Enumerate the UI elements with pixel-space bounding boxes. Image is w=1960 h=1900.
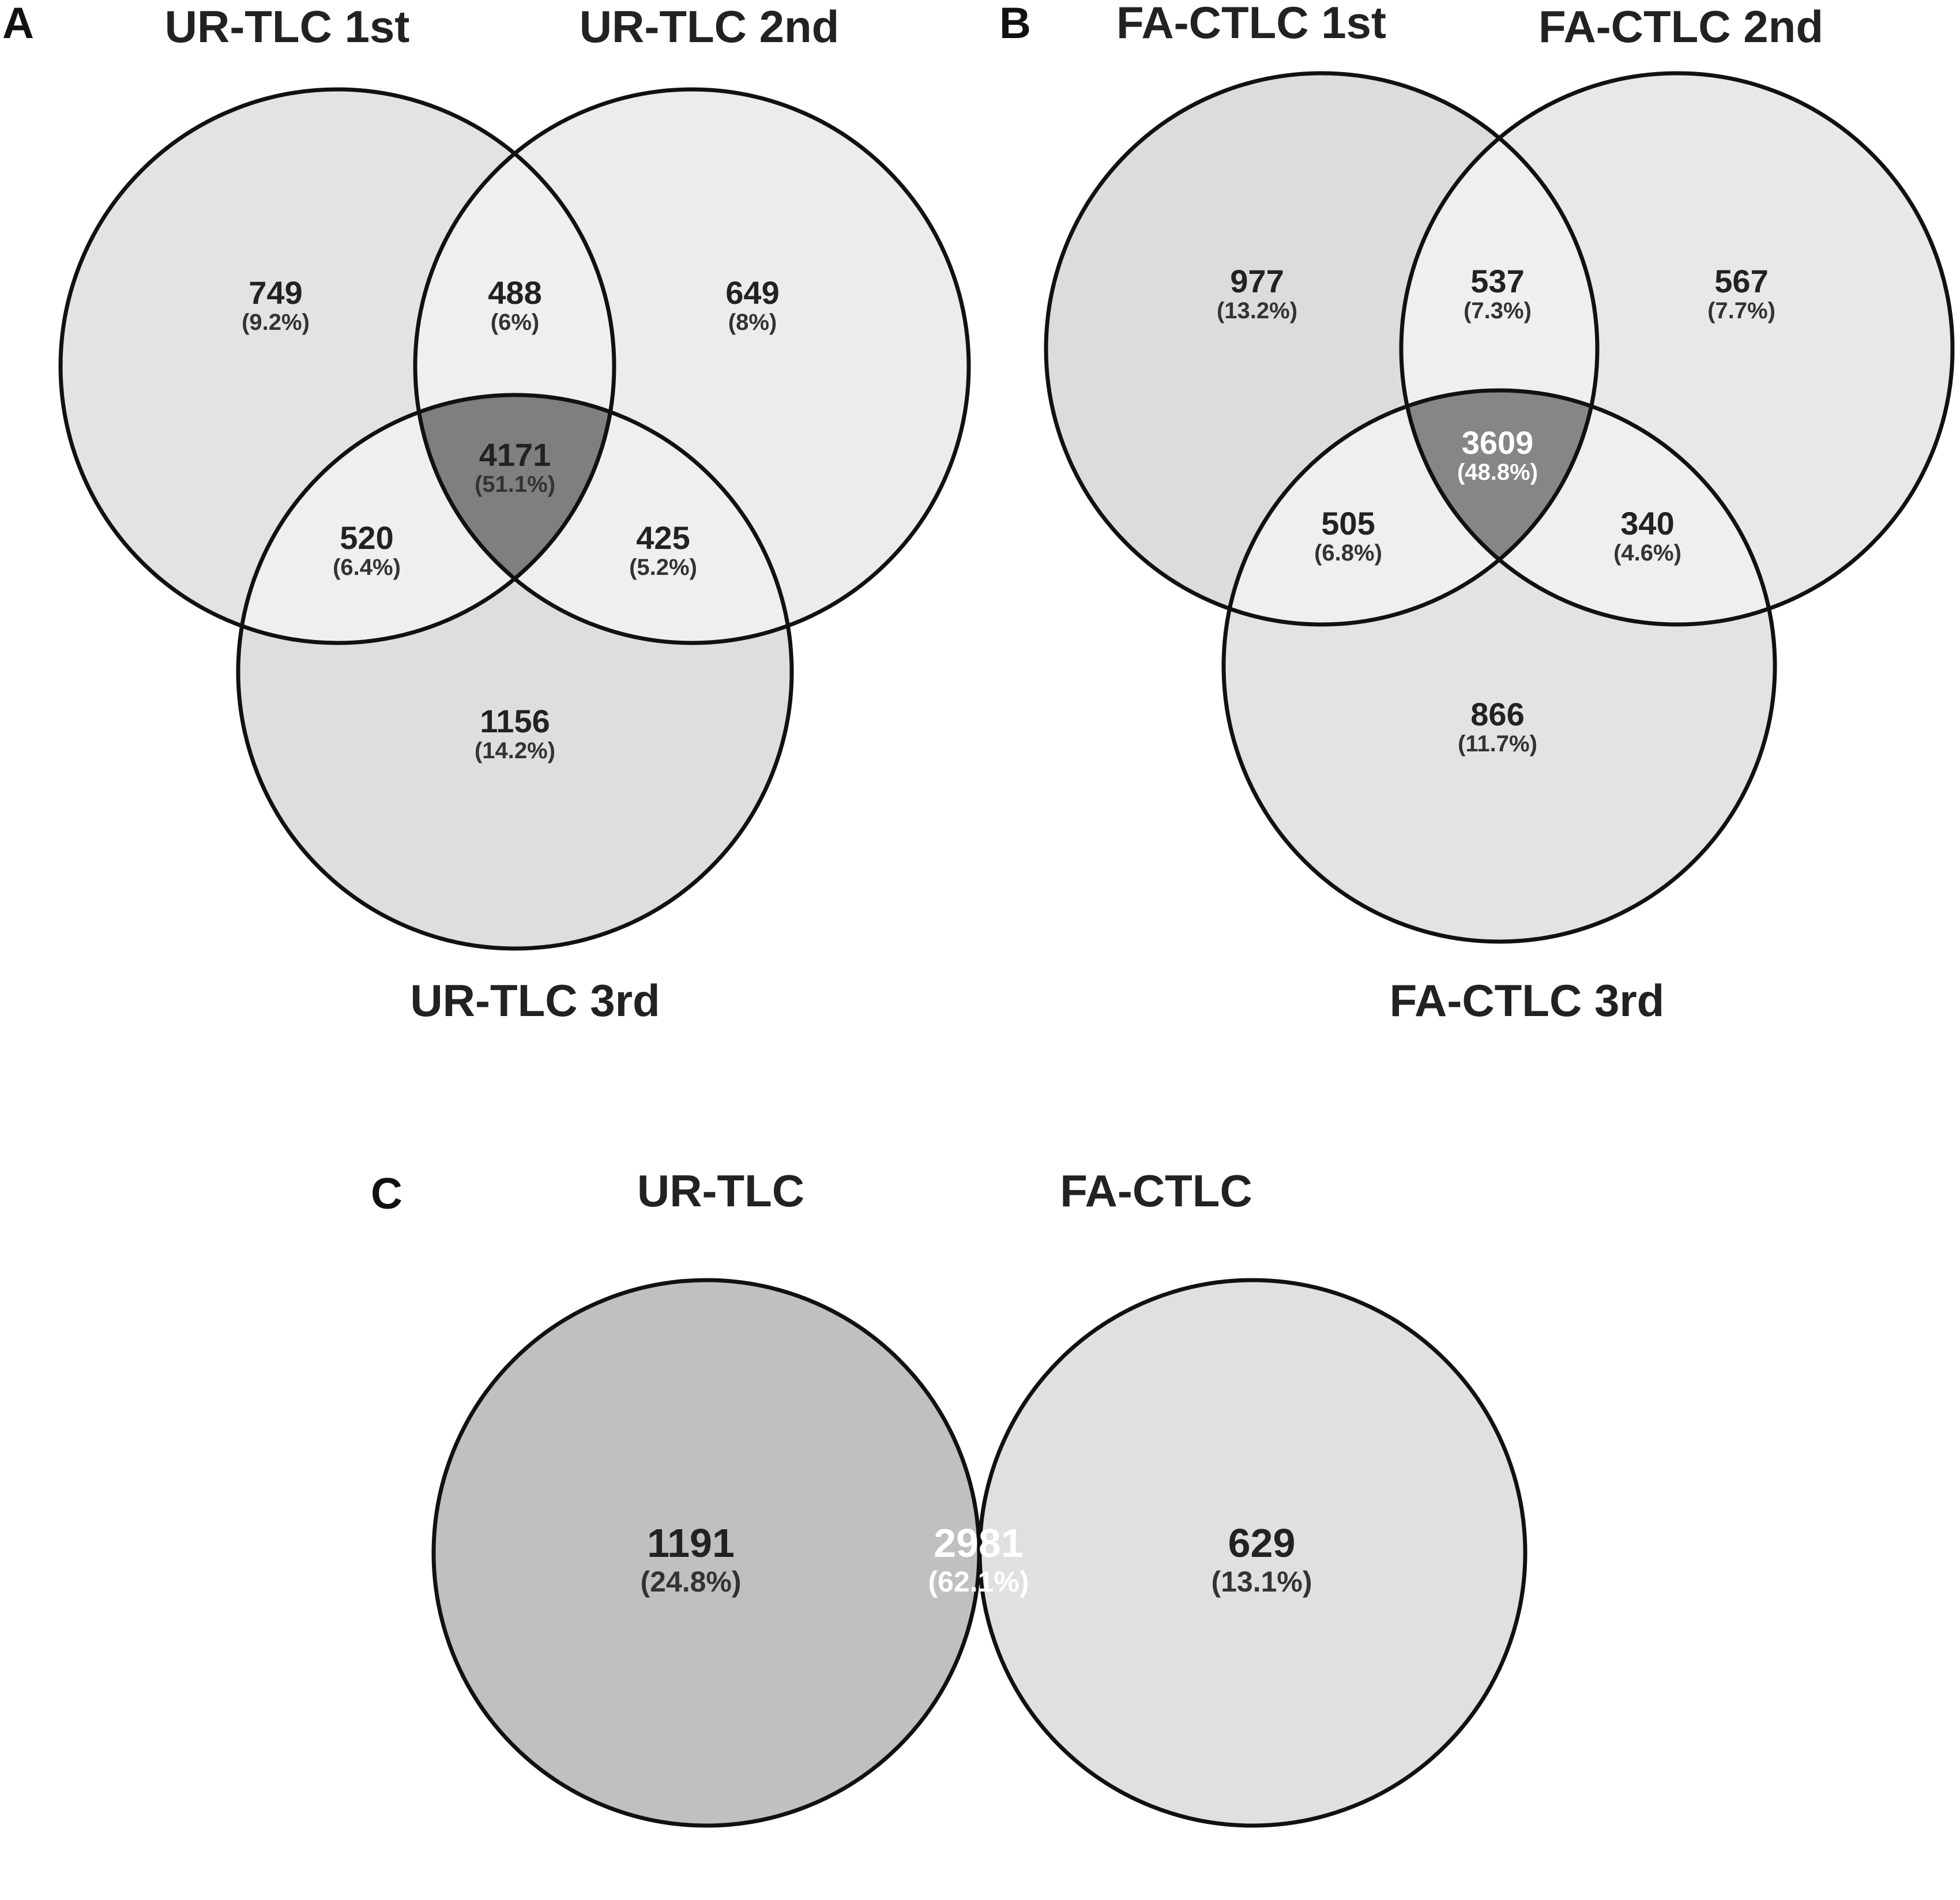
- region-percent: (51.1%): [475, 472, 555, 497]
- panel-b-set3-circle: [1221, 388, 1777, 944]
- panel-a-set2-circle: [413, 87, 971, 645]
- region-count: 425: [636, 520, 690, 556]
- region-percent: (4.6%): [1613, 540, 1681, 566]
- panel-a-outlines: [58, 87, 971, 951]
- panel-b-region-1-3: 505 (6.8%): [1314, 505, 1382, 566]
- panel-b-letter: B: [999, 0, 1031, 48]
- panel-c-region-only-1: 1191 (24.8%): [640, 1521, 741, 1598]
- region-percent: (13.2%): [1217, 298, 1297, 323]
- panel-a-letter: A: [2, 0, 34, 48]
- panel-c-set1-fill: [434, 1280, 979, 1826]
- region-percent: (6.4%): [333, 555, 401, 580]
- panel-a-region-1-2-3: 4171 (51.1%): [475, 437, 555, 497]
- region-percent: (62.1%): [928, 1566, 1029, 1598]
- panel-b-set3-title: FA-CTLC 3rd: [1390, 975, 1665, 1026]
- panel-c-outlines: [431, 1278, 1528, 1828]
- panel-c-set2-circle: [977, 1278, 1528, 1828]
- region-count: 537: [1470, 263, 1524, 299]
- panel-a-fills: [61, 89, 969, 949]
- panel-b-fills: [1046, 73, 1953, 942]
- panel-b-overlap-23-fill: [1401, 390, 1775, 624]
- region-percent: (14.2%): [475, 738, 555, 763]
- panel-b-set2-circle: [1399, 71, 1955, 627]
- region-count: 749: [249, 274, 302, 311]
- panel-b-region-2-3: 340 (4.6%): [1613, 505, 1681, 566]
- panel-c-letter: C: [371, 1169, 402, 1218]
- panel-b-set1-title: FA-CTLC 1st: [1116, 0, 1386, 48]
- panel-a: A UR-TLC 1st UR-TLC 2nd UR-TLC 3rd: [2, 0, 971, 1026]
- region-percent: (13.1%): [1211, 1566, 1312, 1598]
- panel-b: B FA-CTLC 1st FA-CTLC 2nd FA-CTLC 3rd: [999, 0, 1955, 1026]
- panel-c: C UR-TLC FA-CTLC 1191 (24.8%) 2981 (62.1…: [371, 1165, 1528, 1828]
- region-count: 567: [1714, 263, 1768, 299]
- panel-a-region-only-2: 649 (8%): [725, 274, 779, 335]
- panel-a-region-only-1: 749 (9.2%): [242, 274, 310, 335]
- region-percent: (11.7%): [1458, 731, 1537, 757]
- panel-a-set3-circle: [236, 393, 794, 951]
- panel-a-region-2-3: 425 (5.2%): [629, 520, 697, 580]
- panel-c-region-only-2: 629 (13.1%): [1211, 1521, 1312, 1598]
- region-count: 866: [1470, 696, 1524, 732]
- region-percent: (24.8%): [640, 1566, 741, 1598]
- region-count: 2981: [934, 1521, 1024, 1566]
- panel-b-outlines: [1044, 71, 1955, 944]
- panel-b-region-only-3: 866 (11.7%): [1458, 696, 1537, 757]
- panel-c-set1-title: UR-TLC: [637, 1165, 804, 1216]
- panel-c-region-1-2: 2981 (62.1%): [928, 1521, 1029, 1598]
- region-percent: (8%): [728, 310, 777, 335]
- panel-b-set1-circle: [1044, 71, 1600, 627]
- panel-b-region-1-2-3: 3609 (48.8%): [1457, 424, 1538, 485]
- region-count: 1156: [480, 703, 550, 739]
- panel-c-fills: [434, 1280, 1525, 1826]
- panel-b-region-1-2: 537 (7.3%): [1464, 263, 1532, 323]
- panel-c-set2-title: FA-CTLC: [1060, 1165, 1252, 1216]
- region-percent: (7.3%): [1464, 298, 1532, 323]
- panel-a-set2-title: UR-TLC 2nd: [580, 1, 840, 52]
- panel-a-set3-title: UR-TLC 3rd: [410, 975, 660, 1026]
- region-percent: (9.2%): [242, 310, 310, 335]
- region-count: 505: [1321, 505, 1375, 541]
- region-count: 977: [1230, 263, 1284, 299]
- region-count: 1191: [647, 1521, 735, 1566]
- panel-b-region-only-2: 567 (7.7%): [1707, 263, 1775, 323]
- panel-c-set2-fill: [980, 1280, 1525, 1826]
- panel-a-overlap-13-fill: [238, 395, 614, 643]
- panel-b-set2-title: FA-CTLC 2nd: [1538, 1, 1823, 52]
- region-percent: (48.8%): [1457, 460, 1538, 485]
- region-percent: (6%): [491, 310, 539, 335]
- region-count: 488: [488, 274, 541, 311]
- panel-a-region-only-3: 1156 (14.2%): [475, 703, 555, 763]
- panel-a-region-1-2: 488 (6%): [488, 274, 541, 335]
- panel-a-set1-circle: [58, 87, 616, 645]
- region-count: 3609: [1462, 424, 1534, 461]
- panel-b-overlap-13-fill: [1224, 390, 1597, 624]
- region-percent: (7.7%): [1707, 298, 1775, 323]
- region-count: 4171: [479, 437, 551, 473]
- panel-a-overlap-23-fill: [415, 395, 792, 643]
- region-percent: (5.2%): [629, 555, 697, 580]
- panel-a-set1-title: UR-TLC 1st: [165, 1, 410, 52]
- panel-b-region-only-1: 977 (13.2%): [1217, 263, 1297, 323]
- region-count: 649: [725, 274, 779, 311]
- panel-a-region-1-3: 520 (6.4%): [333, 520, 401, 580]
- region-count: 340: [1620, 505, 1674, 541]
- region-percent: (6.8%): [1314, 540, 1382, 566]
- region-count: 520: [340, 520, 393, 556]
- region-count: 629: [1228, 1521, 1296, 1566]
